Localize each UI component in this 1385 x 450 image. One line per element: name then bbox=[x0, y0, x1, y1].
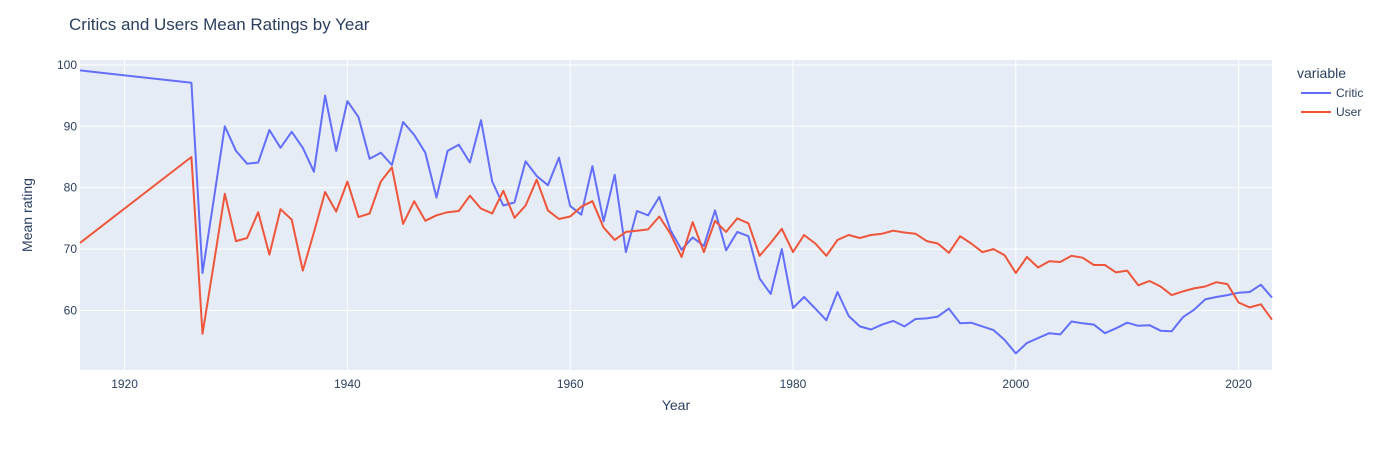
series-line-critic[interactable] bbox=[79, 69, 1273, 355]
x-tick-label: 1980 bbox=[780, 377, 807, 391]
x-gridlines bbox=[124, 60, 1240, 370]
y-gridlines bbox=[80, 64, 1272, 311]
y-tick-label: 90 bbox=[64, 119, 78, 133]
legend-label: User bbox=[1336, 105, 1361, 119]
series-lines bbox=[79, 69, 1273, 355]
y-tick-labels: 60 70 80 90 100 bbox=[57, 58, 77, 318]
legend[interactable]: variable Critic User bbox=[1297, 65, 1363, 119]
x-tick-label: 1940 bbox=[334, 377, 361, 391]
x-tick-labels: 1920 1940 1960 1980 2000 2020 bbox=[111, 377, 1252, 391]
chart-title: Critics and Users Mean Ratings by Year bbox=[69, 15, 370, 34]
series-line-user[interactable] bbox=[79, 156, 1273, 335]
x-tick-label: 2020 bbox=[1225, 377, 1252, 391]
y-tick-label: 70 bbox=[64, 242, 78, 256]
x-tick-label: 1920 bbox=[111, 377, 138, 391]
y-tick-label: 100 bbox=[57, 58, 77, 72]
legend-label: Critic bbox=[1336, 86, 1363, 100]
legend-item-critic[interactable]: Critic bbox=[1301, 86, 1363, 100]
legend-title: variable bbox=[1297, 65, 1346, 81]
y-tick-label: 80 bbox=[64, 181, 78, 195]
x-axis-title: Year bbox=[662, 397, 691, 413]
x-tick-label: 1960 bbox=[557, 377, 584, 391]
legend-item-user[interactable]: User bbox=[1301, 105, 1361, 119]
y-tick-label: 60 bbox=[64, 303, 78, 317]
y-axis-title: Mean rating bbox=[19, 178, 35, 252]
x-tick-label: 2000 bbox=[1002, 377, 1029, 391]
